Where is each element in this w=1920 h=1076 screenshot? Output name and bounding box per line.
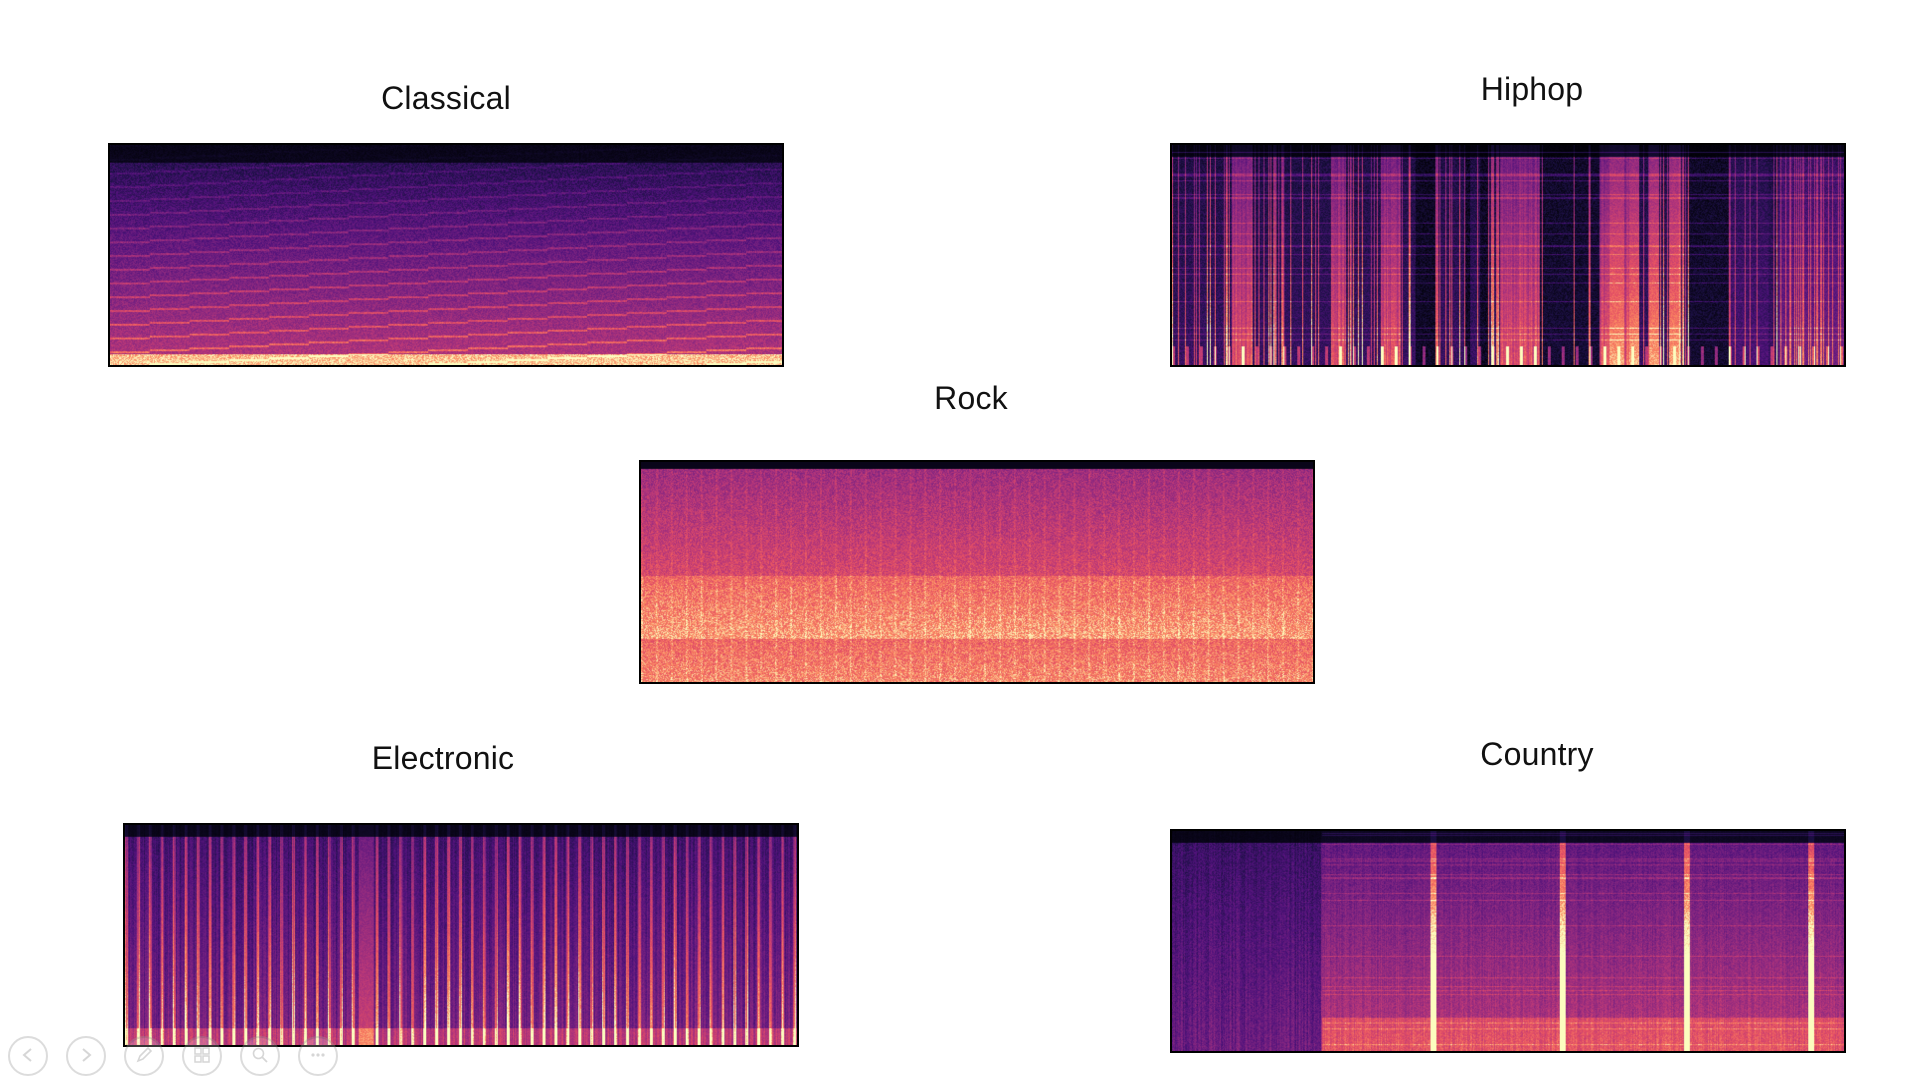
pen-icon: [136, 1046, 153, 1063]
classical-spectrogram: [108, 143, 784, 367]
rock-title: Rock: [934, 380, 1008, 416]
next-slide-button[interactable]: [66, 1036, 106, 1076]
rock-spectrogram: [639, 460, 1315, 684]
pen-button[interactable]: [124, 1036, 164, 1076]
previous-slide-icon: [22, 1048, 32, 1062]
classical-title: Classical: [381, 80, 511, 116]
more-options-icon: [311, 1053, 325, 1057]
previous-slide-button[interactable]: [8, 1036, 48, 1076]
rock-spectrogram-canvas: [641, 462, 1313, 682]
hiphop-spectrogram: [1170, 143, 1846, 367]
country-spectrogram: [1170, 829, 1846, 1053]
zoom-icon: [252, 1047, 268, 1063]
slides-grid-icon: [194, 1047, 210, 1063]
country-title: Country: [1480, 736, 1594, 772]
hiphop-spectrogram-canvas: [1172, 145, 1844, 365]
next-slide-icon: [82, 1048, 92, 1062]
electronic-spectrogram-canvas: [125, 825, 797, 1045]
slides-grid-button[interactable]: [182, 1036, 222, 1076]
more-options-button[interactable]: [298, 1036, 338, 1076]
slideshow-toolbar: [8, 1036, 338, 1076]
electronic-title: Electronic: [371, 740, 515, 776]
classical-spectrogram-canvas: [110, 145, 782, 365]
zoom-button[interactable]: [240, 1036, 280, 1076]
country-spectrogram-canvas: [1172, 831, 1844, 1051]
hiphop-title: Hiphop: [1480, 71, 1584, 107]
electronic-spectrogram: [123, 823, 799, 1047]
